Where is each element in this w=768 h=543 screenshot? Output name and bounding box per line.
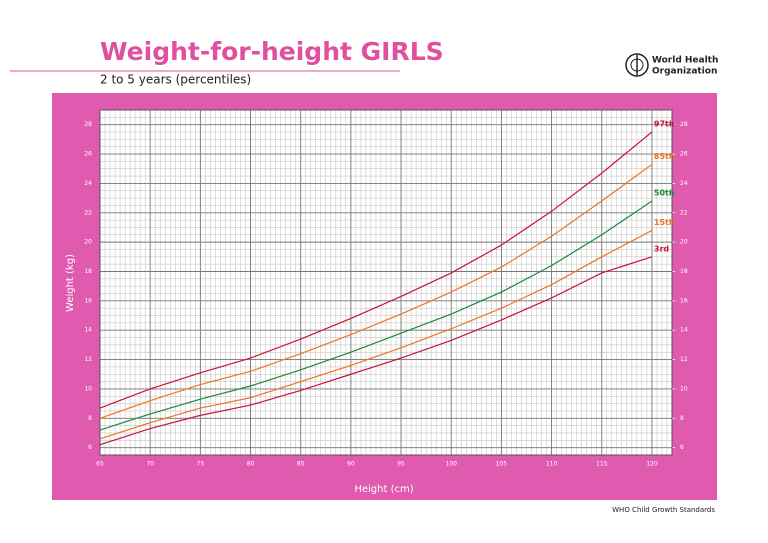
y2-tick-label: 14 [680, 327, 688, 334]
y-tick-label: 14 [84, 327, 92, 334]
y2-tick-label: 18 [680, 268, 688, 275]
percentile-line [99, 229, 653, 440]
y-tick-label: 24 [84, 180, 92, 187]
y2-tick-label: 8 [680, 415, 684, 422]
logo-text: Organization [652, 67, 717, 77]
y-tick-label: 8 [88, 415, 92, 422]
percentile-line [99, 200, 653, 431]
x-tick-label: 100 [446, 461, 458, 468]
y-tick-label: 6 [88, 444, 92, 451]
series-label: 3rd [654, 244, 670, 253]
percentile-line [99, 256, 653, 446]
y2-tick-label: 26 [680, 151, 688, 158]
source: WHO Child Growth Standards [612, 506, 715, 514]
y2-tick-label: 10 [680, 385, 688, 392]
y-axis-label: Weight (kg) [65, 254, 76, 312]
y2-tick-label: 16 [680, 297, 688, 304]
x-tick-label: 95 [397, 461, 405, 468]
y2-tick-label: 24 [680, 180, 688, 187]
x-tick-label: 110 [546, 461, 558, 468]
x-tick-label: 115 [596, 461, 608, 468]
series-label: 50th [654, 189, 675, 198]
y2-tick-label: 22 [680, 209, 688, 216]
x-tick-label: 80 [247, 461, 255, 468]
y-tick-label: 12 [84, 356, 92, 363]
x-tick-label: 75 [197, 461, 205, 468]
x-tick-label: 90 [347, 461, 355, 468]
series-label: 85th [654, 152, 675, 161]
logo-text: World Health [652, 56, 718, 66]
x-tick-label: 85 [297, 461, 305, 468]
chart-title: Weight-for-height GIRLS [100, 37, 444, 66]
series-label: 15th [654, 218, 675, 227]
y-tick-label: 16 [84, 297, 92, 304]
x-tick-label: 120 [646, 461, 658, 468]
y-tick-label: 22 [84, 209, 92, 216]
y2-tick-label: 6 [680, 444, 684, 451]
y-tick-label: 10 [84, 385, 92, 392]
chart-subtitle: 2 to 5 years (percentiles) [100, 73, 251, 87]
y2-tick-label: 20 [680, 239, 688, 246]
percentile-line [99, 163, 653, 419]
series-label: 97th [654, 120, 675, 129]
percentile-line [99, 131, 653, 409]
y2-tick-label: 12 [680, 356, 688, 363]
plot-border [99, 109, 673, 456]
x-tick-label: 105 [496, 461, 508, 468]
y-tick-label: 18 [84, 268, 92, 275]
x-tick-label: 70 [146, 461, 154, 468]
plot-layer: 65 70 75 80 85 90 95 100 105 110 115 120 6 8 10 12 14 16 1… [84, 109, 688, 468]
x-axis-label: Height (cm) [354, 484, 413, 495]
x-tick-label: 65 [96, 461, 104, 468]
y2-tick-label: 28 [680, 121, 688, 128]
logo [625, 53, 649, 77]
y-tick-label: 28 [84, 121, 92, 128]
y-tick-label: 26 [84, 151, 92, 158]
y-tick-label: 20 [84, 239, 92, 246]
